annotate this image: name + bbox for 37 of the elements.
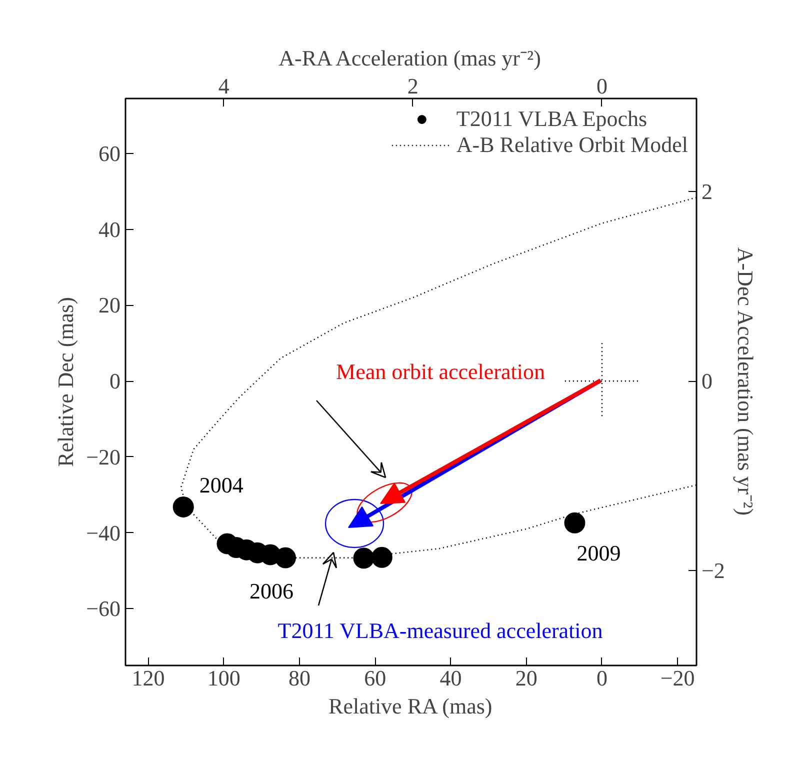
y-tick-label: −60 xyxy=(86,596,121,622)
x-axis-title: Relative RA (mas) xyxy=(328,694,492,718)
y-tick-label: −40 xyxy=(86,520,121,546)
x-tick-label: 100 xyxy=(207,666,240,690)
annotation: 2009 xyxy=(576,540,621,566)
y2-axis-title: A-Dec Acceleration (mas yr⁻²) xyxy=(732,247,758,516)
annotation: 2006 xyxy=(249,578,294,604)
x2-axis-title: A-RA Acceleration (mas yr⁻²) xyxy=(278,46,541,70)
y2-tick-label: 0 xyxy=(702,368,712,394)
x2-tick-label: 2 xyxy=(407,74,418,98)
x-tick-label: −20 xyxy=(660,666,695,690)
x-tick-label: 80 xyxy=(288,666,310,690)
y-tick-label: 40 xyxy=(98,216,120,242)
point xyxy=(274,547,296,568)
x-tick-label: 60 xyxy=(364,666,386,690)
y-tick-label: 60 xyxy=(98,140,120,166)
y-axis-title: Relative Dec (mas) xyxy=(53,297,78,467)
y-tick-label: −20 xyxy=(86,444,121,470)
point xyxy=(172,496,194,518)
y2-tick-label: −2 xyxy=(702,558,725,584)
y-tick-label: 0 xyxy=(110,368,120,394)
x2-tick-label: 0 xyxy=(596,74,608,98)
y2-tick-label: 2 xyxy=(702,178,712,204)
annotation: T2011 VLBA-measured acceleration xyxy=(278,618,603,643)
annotation: 2004 xyxy=(199,472,244,498)
x-tick-label: 120 xyxy=(132,666,165,690)
x-tick-label: 40 xyxy=(440,666,462,690)
point xyxy=(564,512,586,534)
legend-label: T2011 VLBA Epochs xyxy=(456,106,648,132)
y-tick-label: 20 xyxy=(98,292,120,318)
x-tick-label: 20 xyxy=(515,666,538,690)
x2-tick-label: 4 xyxy=(218,74,230,98)
legend-label: A-B Relative Orbit Model xyxy=(456,132,688,158)
point xyxy=(353,548,374,569)
annotation: Mean orbit acceleration xyxy=(336,359,545,384)
point xyxy=(371,546,392,568)
x-tick-label: 0 xyxy=(596,666,608,690)
